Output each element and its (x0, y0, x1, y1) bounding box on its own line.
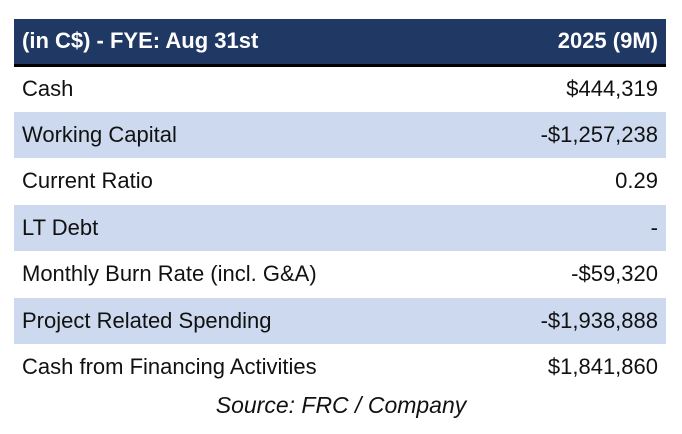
header-label: (in C$) - FYE: Aug 31st (14, 19, 458, 67)
table-row-current-ratio: Current Ratio 0.29 (14, 158, 666, 205)
table-header-row: (in C$) - FYE: Aug 31st 2025 (9M) (14, 19, 666, 67)
table-row-lt-debt: LT Debt - (14, 204, 666, 251)
table-row-monthly-burn-rate: Monthly Burn Rate (incl. G&A) -$59,320 (14, 251, 666, 298)
row-label: Cash (22, 76, 74, 101)
row-value: $1,841,860 (547, 354, 658, 380)
row-label: Cash from Financing Activities (22, 354, 317, 380)
row-label: Monthly Burn Rate (incl. G&A) (22, 261, 317, 287)
row-label: LT Debt (22, 214, 99, 240)
table-row-cash-from-financing: Cash from Financing Activities $1,841,86… (14, 344, 666, 391)
source-caption: Source: FRC / Company (215, 392, 467, 418)
financial-table-container: (in C$) - FYE: Aug 31st 2025 (9M) Cash $… (14, 19, 666, 391)
row-label: Working Capital (22, 121, 177, 147)
row-value: 0.29 (615, 168, 658, 194)
row-label: Current Ratio (22, 168, 153, 194)
row-value: -$59,320 (571, 261, 658, 287)
table-row-working-capital: Working Capital -$1,257,238 (14, 111, 666, 158)
row-value: - (650, 214, 658, 240)
row-value: $444,319 (566, 76, 658, 101)
table-row-cash: Cash $444,319 (14, 65, 666, 112)
row-value: -$1,257,238 (540, 121, 658, 147)
header-period: 2025 (9M) (457, 19, 666, 67)
table-row-project-spending: Project Related Spending -$1,938,888 (14, 297, 666, 344)
financial-summary-table: (in C$) - FYE: Aug 31st 2025 (9M) Cash $… (14, 19, 666, 391)
row-value: -$1,938,888 (540, 307, 658, 333)
row-label: Project Related Spending (22, 307, 272, 333)
